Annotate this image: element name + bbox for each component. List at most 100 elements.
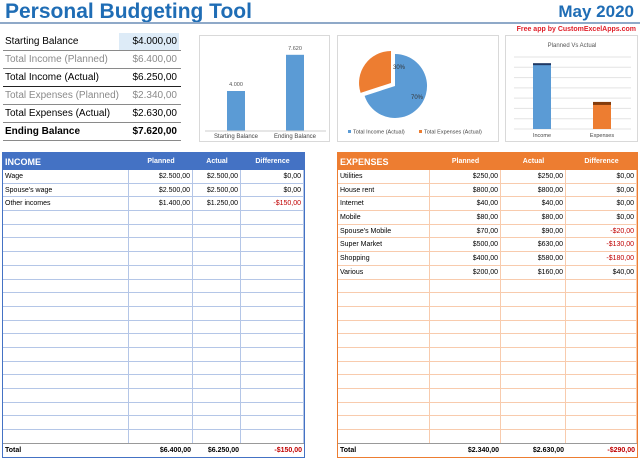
table-cell[interactable] xyxy=(129,252,193,265)
table-cell[interactable] xyxy=(241,361,304,375)
table-cell[interactable] xyxy=(241,320,304,334)
table-cell[interactable]: Other incomes xyxy=(3,197,129,211)
table-cell[interactable]: Spouse's wage xyxy=(3,183,129,197)
table-cell[interactable] xyxy=(501,402,566,416)
table-cell[interactable]: $90,00 xyxy=(501,224,566,238)
table-row[interactable] xyxy=(338,334,637,348)
table-cell[interactable] xyxy=(193,293,241,306)
table-row[interactable] xyxy=(338,279,637,294)
table-cell[interactable] xyxy=(241,279,304,293)
table-cell[interactable]: Various xyxy=(338,265,430,279)
table-cell[interactable] xyxy=(3,361,129,375)
table-cell[interactable] xyxy=(129,211,193,224)
table-row[interactable]: Shopping $400,00 $580,00 -$180,00 xyxy=(338,252,637,266)
table-cell[interactable]: $1.250,00 xyxy=(193,197,241,211)
table-cell[interactable]: $0,00 xyxy=(241,170,304,183)
table-row[interactable]: Spouse's Mobile $70,00 $90,00 -$20,00 xyxy=(338,224,637,239)
table-cell[interactable]: Utilities xyxy=(338,170,430,183)
table-cell[interactable] xyxy=(241,389,304,402)
table-cell[interactable] xyxy=(501,375,566,388)
table-row[interactable] xyxy=(3,320,304,335)
table-cell[interactable] xyxy=(129,389,193,402)
table-cell[interactable] xyxy=(501,293,566,306)
table-cell[interactable]: $2.500,00 xyxy=(193,183,241,197)
table-cell[interactable]: Shopping xyxy=(338,252,430,265)
table-cell[interactable]: House rent xyxy=(338,183,430,197)
table-cell[interactable] xyxy=(3,430,129,443)
table-cell[interactable]: $200,00 xyxy=(430,265,501,279)
table-row[interactable] xyxy=(3,265,304,280)
table-cell[interactable] xyxy=(430,389,501,402)
table-row[interactable] xyxy=(3,334,304,348)
table-cell[interactable] xyxy=(3,252,129,265)
table-cell[interactable] xyxy=(193,375,241,388)
table-cell[interactable] xyxy=(241,238,304,252)
table-cell[interactable] xyxy=(566,389,637,402)
table-cell[interactable] xyxy=(129,320,193,334)
table-cell[interactable]: $40,00 xyxy=(566,265,637,279)
table-cell[interactable]: Wage xyxy=(3,170,129,183)
table-cell[interactable] xyxy=(501,347,566,361)
table-cell[interactable] xyxy=(241,293,304,306)
table-cell[interactable] xyxy=(566,361,637,375)
table-cell[interactable] xyxy=(566,334,637,347)
table-cell[interactable] xyxy=(566,279,637,293)
table-cell[interactable] xyxy=(193,361,241,375)
table-cell[interactable] xyxy=(501,306,566,320)
table-cell[interactable]: $2.500,00 xyxy=(129,170,193,183)
table-cell[interactable]: $0,00 xyxy=(566,211,637,224)
table-row[interactable] xyxy=(3,416,304,431)
table-cell[interactable]: -$180,00 xyxy=(566,252,637,265)
table-cell[interactable] xyxy=(3,306,129,320)
table-cell[interactable] xyxy=(241,416,304,430)
table-row[interactable] xyxy=(3,238,304,253)
table-cell[interactable] xyxy=(129,306,193,320)
table-cell[interactable] xyxy=(566,430,637,443)
table-cell[interactable] xyxy=(241,211,304,224)
table-row[interactable]: Super Market $500,00 $630,00 -$130,00 xyxy=(338,238,637,253)
table-cell[interactable] xyxy=(241,375,304,388)
table-cell[interactable] xyxy=(193,252,241,265)
table-cell[interactable] xyxy=(193,211,241,224)
table-cell[interactable] xyxy=(501,430,566,443)
table-cell[interactable] xyxy=(3,238,129,252)
table-cell[interactable] xyxy=(338,306,430,320)
table-cell[interactable] xyxy=(501,361,566,375)
table-cell[interactable]: $580,00 xyxy=(501,252,566,265)
table-cell[interactable] xyxy=(3,334,129,347)
table-row[interactable] xyxy=(3,347,304,362)
table-cell[interactable] xyxy=(430,375,501,388)
table-cell[interactable] xyxy=(129,293,193,306)
table-cell[interactable] xyxy=(193,334,241,347)
table-row[interactable] xyxy=(3,293,304,307)
table-row[interactable] xyxy=(338,293,637,307)
table-cell[interactable] xyxy=(129,361,193,375)
table-cell[interactable] xyxy=(193,402,241,416)
table-cell[interactable] xyxy=(193,306,241,320)
table-cell[interactable]: Internet xyxy=(338,197,430,211)
table-row[interactable] xyxy=(3,402,304,417)
table-cell[interactable]: $0,00 xyxy=(566,197,637,211)
table-cell[interactable] xyxy=(501,279,566,293)
table-row[interactable] xyxy=(338,416,637,431)
table-row[interactable]: House rent $800,00 $800,00 $0,00 xyxy=(338,183,637,198)
table-cell[interactable] xyxy=(566,375,637,388)
table-cell[interactable] xyxy=(3,279,129,293)
table-cell[interactable] xyxy=(3,224,129,238)
table-cell[interactable] xyxy=(3,402,129,416)
table-row[interactable]: Other incomes $1.400,00 $1.250,00 -$150,00 xyxy=(3,197,304,212)
table-cell[interactable] xyxy=(430,402,501,416)
table-cell[interactable] xyxy=(193,224,241,238)
table-cell[interactable] xyxy=(129,279,193,293)
table-cell[interactable]: $80,00 xyxy=(501,211,566,224)
table-cell[interactable]: -$20,00 xyxy=(566,224,637,238)
table-cell[interactable] xyxy=(338,320,430,334)
table-row[interactable]: Various $200,00 $160,00 $40,00 xyxy=(338,265,637,280)
table-cell[interactable] xyxy=(430,334,501,347)
table-cell[interactable]: Spouse's Mobile xyxy=(338,224,430,238)
table-cell[interactable] xyxy=(566,416,637,430)
table-cell[interactable] xyxy=(338,293,430,306)
table-cell[interactable]: $400,00 xyxy=(430,252,501,265)
table-cell[interactable]: $80,00 xyxy=(430,211,501,224)
table-cell[interactable]: $500,00 xyxy=(430,238,501,252)
